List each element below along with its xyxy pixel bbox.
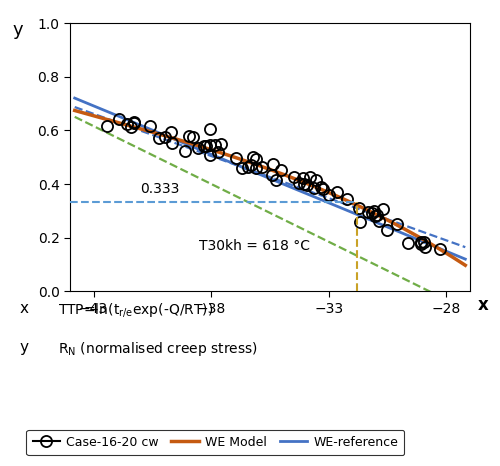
Legend: Case-16-20 cw, WE Model, WE-reference: Case-16-20 cw, WE Model, WE-reference [26, 430, 404, 455]
Text: x: x [478, 296, 488, 314]
Text: R$_{\mathregular{N}}$ (normalised creep stress): R$_{\mathregular{N}}$ (normalised creep … [58, 340, 258, 358]
Text: 0.333: 0.333 [140, 182, 180, 196]
Text: x: x [20, 301, 29, 315]
Text: y: y [20, 340, 29, 355]
Text: y: y [12, 21, 23, 39]
Text: T30kh = 618 °C: T30kh = 618 °C [200, 239, 310, 253]
Text: TTP=ln(t$_{\mathregular{r/e}}$exp(-Q/RT)): TTP=ln(t$_{\mathregular{r/e}}$exp(-Q/RT)… [58, 301, 213, 319]
